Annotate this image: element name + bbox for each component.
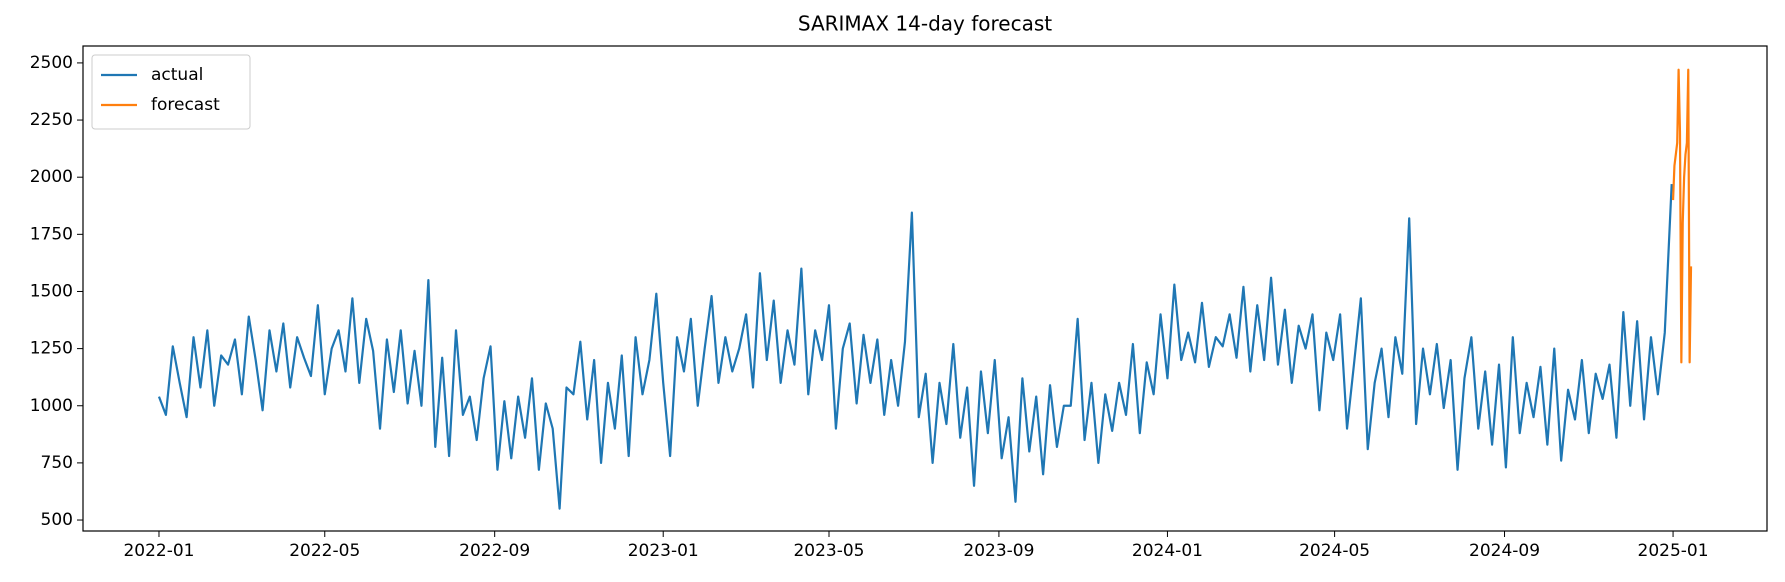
y-tick-label: 2500 xyxy=(30,53,73,73)
x-tick-label: 2022-05 xyxy=(289,541,360,561)
x-tick-label: 2022-01 xyxy=(123,541,194,561)
x-tick-label: 2023-05 xyxy=(793,541,864,561)
x-tick-label: 2024-09 xyxy=(1469,541,1540,561)
x-tick-label: 2024-01 xyxy=(1132,541,1203,561)
y-tick-label: 750 xyxy=(41,453,73,473)
x-tick-label: 2025-01 xyxy=(1638,541,1709,561)
series-line xyxy=(1671,68,1693,364)
y-tick-label: 2250 xyxy=(30,110,73,130)
y-tick-label: 1500 xyxy=(30,281,73,301)
legend-box xyxy=(91,54,251,130)
series-line xyxy=(157,183,1673,510)
y-tick-label: 1000 xyxy=(30,396,73,416)
y-tick-label: 1750 xyxy=(30,224,73,244)
plot-frame xyxy=(82,45,1768,532)
y-tick-label: 500 xyxy=(41,510,73,530)
legend-label: actual xyxy=(151,65,203,85)
chart-title: SARIMAX 14-day forecast xyxy=(798,12,1052,36)
x-tick-label: 2024-05 xyxy=(1299,541,1370,561)
x-tick-label: 2022-09 xyxy=(459,541,530,561)
legend: actual forecast xyxy=(91,54,251,130)
legend-label: forecast xyxy=(151,95,220,115)
x-tick-label: 2023-01 xyxy=(628,541,699,561)
x-tick-label: 2023-09 xyxy=(963,541,1034,561)
y-tick-label: 1250 xyxy=(30,339,73,359)
y-tick-label: 2000 xyxy=(30,167,73,187)
